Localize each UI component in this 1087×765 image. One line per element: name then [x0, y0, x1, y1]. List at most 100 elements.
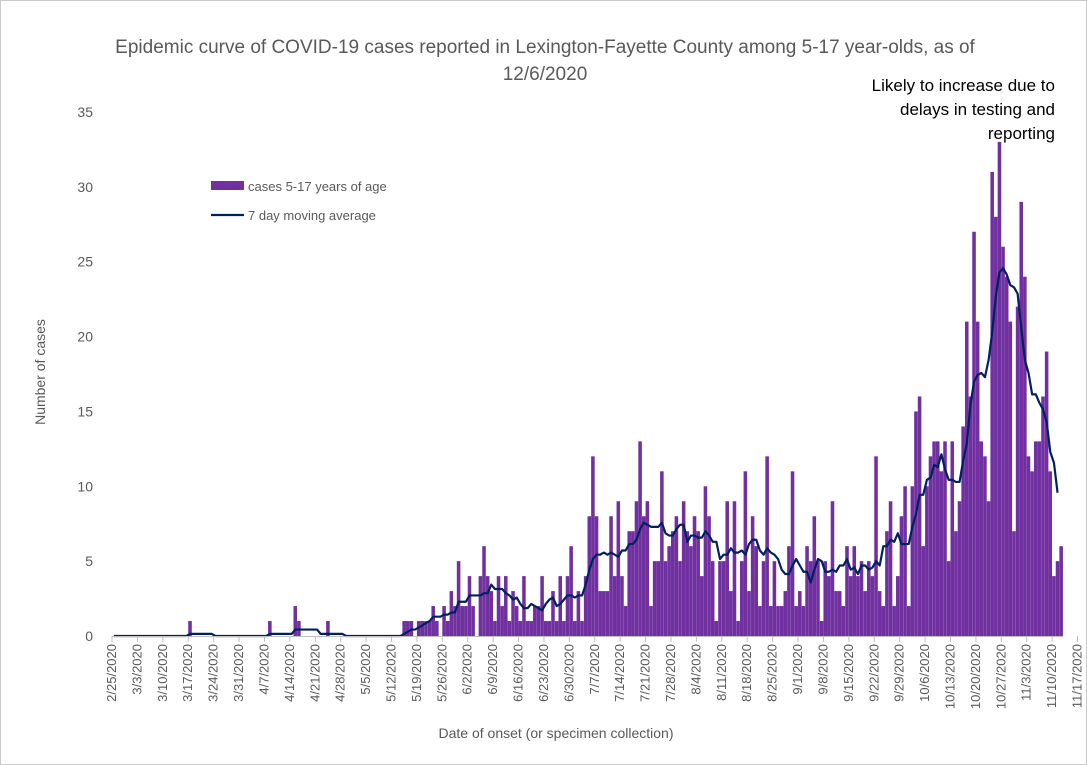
bar-day-194	[816, 561, 820, 636]
chart-title: Epidemic curve of COVID-19 cases reporte…	[115, 37, 975, 85]
bar-day-122	[554, 621, 559, 636]
bar-day-177	[754, 546, 759, 636]
shaded-region-annotation: Likely to increase due to delays in test…	[871, 76, 1055, 143]
bar-day-134	[598, 591, 602, 636]
x-tick-label: 4/28/2020	[333, 644, 348, 702]
x-tick-label: 11/10/2020	[1044, 644, 1059, 708]
bar-day-221	[914, 411, 918, 636]
bar-day-231	[950, 441, 955, 636]
y-tick-label: 0	[85, 628, 93, 644]
bar-day-108	[504, 576, 508, 636]
bar-day-118	[540, 576, 544, 636]
bar-day-176	[750, 516, 755, 636]
bar-day-151	[660, 471, 664, 636]
bar-day-159	[689, 546, 693, 636]
bar-day-162	[700, 576, 704, 636]
bar-day-206	[859, 561, 864, 636]
bar-day-124	[562, 621, 566, 636]
bar-day-253	[1030, 471, 1034, 636]
bar-day-166	[714, 621, 719, 636]
legend-bar-label: cases 5-17 years of age	[248, 179, 387, 194]
bar-day-98	[467, 576, 472, 636]
bar-day-91	[442, 606, 446, 636]
bar-day-220	[910, 486, 915, 636]
bar-day-255	[1037, 441, 1042, 636]
bar-day-178	[758, 606, 762, 636]
bar-day-153	[667, 546, 671, 636]
bar-day-175	[747, 591, 751, 636]
bar-day-161	[696, 531, 700, 636]
bar-day-128	[576, 591, 581, 636]
x-tick-label: 10/20/2020	[968, 644, 983, 709]
bar-day-88	[431, 606, 435, 636]
x-tick-label: 6/16/2020	[511, 644, 526, 702]
bar-day-199	[834, 591, 838, 636]
bar-day-218	[903, 486, 907, 636]
bar-day-238	[975, 321, 980, 636]
x-tick-label: 7/14/2020	[612, 644, 627, 702]
bar-day-187	[790, 471, 795, 636]
x-tick-label: 10/6/2020	[917, 644, 932, 702]
bar-day-129	[580, 621, 584, 636]
bar-day-150	[656, 561, 661, 636]
bar-day-185	[783, 591, 788, 636]
bar-day-102	[482, 546, 486, 636]
bar-day-256	[1041, 396, 1045, 636]
x-tick-label: 6/30/2020	[561, 644, 576, 702]
bar-day-130	[583, 576, 588, 636]
bar-day-207	[863, 591, 867, 636]
x-tick-label: 11/17/2020	[1070, 644, 1085, 708]
bar-day-92	[445, 621, 450, 636]
bar-day-179	[761, 561, 766, 636]
bar-day-250	[1019, 201, 1023, 637]
bar-day-127	[572, 621, 577, 636]
bar-day-240	[983, 456, 987, 636]
bar-day-173	[739, 561, 744, 636]
bar-day-237	[972, 231, 976, 636]
bar-day-114	[525, 621, 530, 636]
bar-day-105	[493, 621, 497, 636]
bar-day-202	[845, 546, 849, 636]
bar-day-195	[819, 621, 824, 636]
bar-day-148	[649, 606, 653, 636]
bar-day-246	[1004, 276, 1009, 636]
bar-day-145	[638, 441, 642, 636]
bar-day-227	[935, 441, 940, 636]
bar-day-190	[801, 606, 806, 636]
bar-day-135	[602, 591, 606, 636]
bar-day-43	[268, 621, 272, 636]
bar-day-125	[565, 576, 570, 636]
bar-day-215	[892, 606, 896, 636]
bar-day-107	[500, 606, 504, 636]
bar-day-233	[957, 501, 962, 636]
bar-day-115	[529, 621, 533, 636]
bar-day-209	[870, 576, 875, 636]
x-tick-label: 4/7/2020	[256, 644, 271, 695]
bar-day-260	[1055, 561, 1060, 636]
bar-day-188	[794, 606, 798, 636]
bar-day-112	[518, 621, 523, 636]
bar-day-172	[736, 621, 740, 636]
bar-day-156	[678, 561, 682, 636]
x-tick-label: 5/5/2020	[358, 644, 373, 695]
bar-day-213	[885, 531, 889, 636]
bar-day-119	[543, 621, 548, 636]
bar-day-200	[837, 591, 842, 636]
x-tick-label: 5/26/2020	[434, 644, 449, 702]
x-tick-label: 9/15/2020	[841, 644, 856, 702]
bar-day-183	[776, 606, 780, 636]
bar-day-85	[420, 621, 425, 636]
bar-day-245	[1001, 246, 1005, 636]
bar-day-123	[558, 576, 563, 636]
bar-day-223	[921, 546, 925, 636]
bar-day-193	[812, 516, 817, 636]
bar-day-89	[435, 621, 439, 636]
bar-day-217	[899, 516, 904, 636]
bar-day-101	[478, 576, 483, 636]
x-tick-label: 8/18/2020	[739, 644, 754, 702]
x-tick-label: 6/9/2020	[485, 644, 500, 695]
bar-day-142	[627, 531, 631, 636]
legend-line-label: 7 day moving average	[248, 208, 376, 223]
bar-day-155	[674, 516, 679, 636]
